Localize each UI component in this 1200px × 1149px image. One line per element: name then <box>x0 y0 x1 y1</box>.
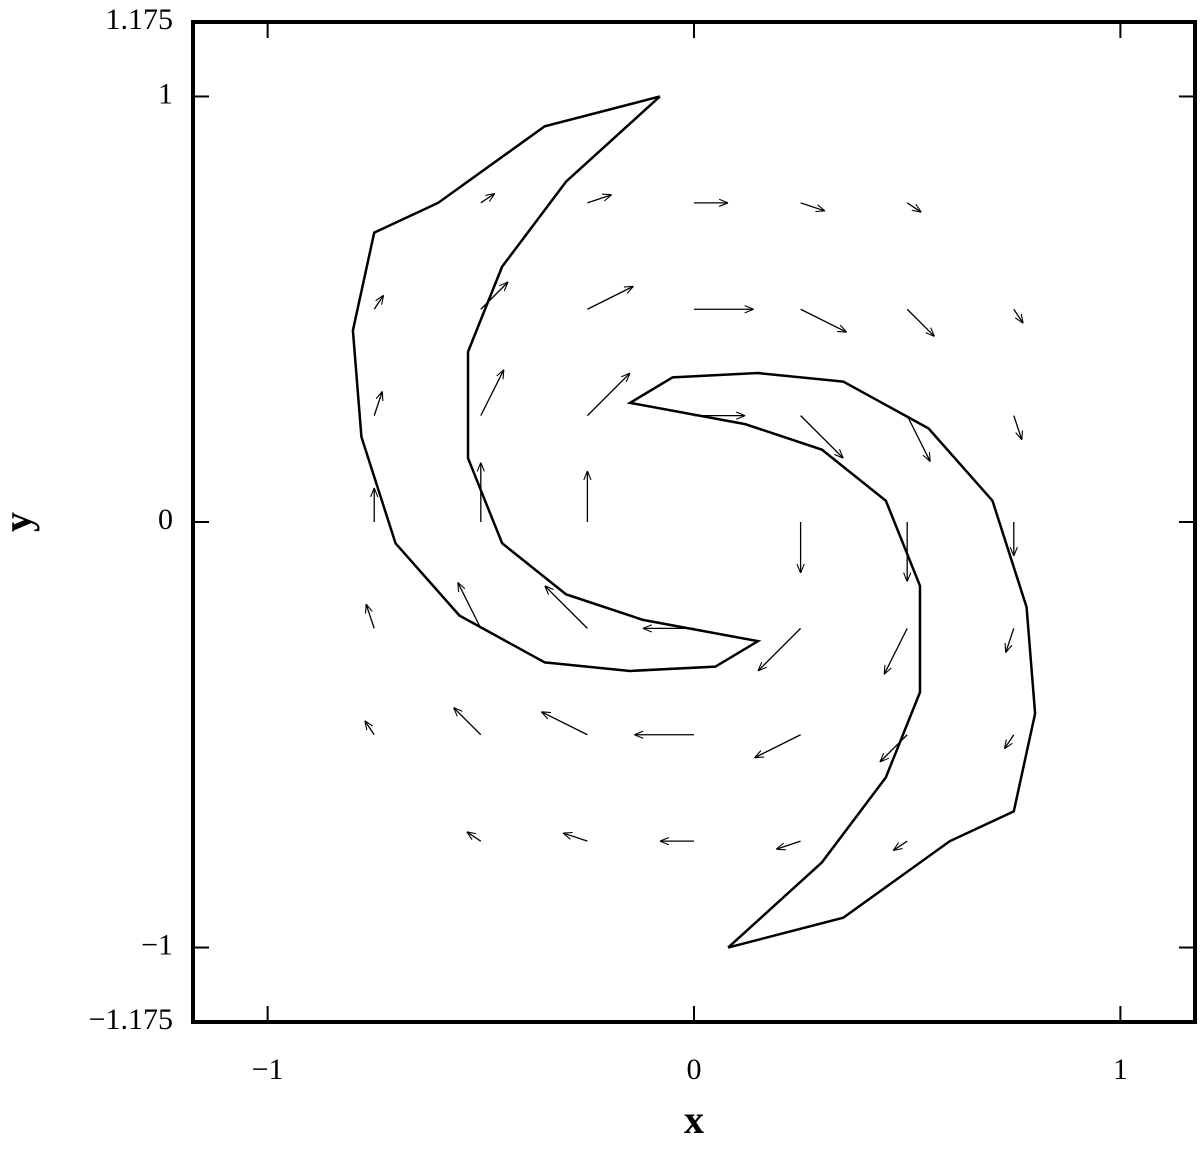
arrow <box>1013 415 1022 440</box>
arrow <box>880 734 908 762</box>
arrow <box>480 370 504 416</box>
arrow <box>563 833 588 842</box>
y-tick-label: −1 <box>141 928 173 961</box>
arrow <box>884 628 908 674</box>
y-tick-label: −1.175 <box>89 1003 173 1036</box>
arrow <box>373 295 383 310</box>
arrow <box>1006 628 1015 652</box>
x-tick-label: −1 <box>252 1053 284 1086</box>
arrow <box>800 202 825 211</box>
arrow <box>458 582 482 629</box>
arrow <box>366 604 375 629</box>
arrow <box>587 195 611 204</box>
arrow <box>1013 308 1023 323</box>
arrow <box>480 282 508 310</box>
y-tick-label: 0 <box>158 503 173 536</box>
arrow <box>373 391 382 416</box>
arrow <box>541 712 588 736</box>
arrow <box>800 308 847 332</box>
arrow <box>586 373 630 417</box>
arrow <box>454 708 482 736</box>
arrow <box>906 202 921 212</box>
arrow <box>800 415 844 459</box>
x-axis-label: x <box>684 1097 704 1142</box>
plot-frame <box>191 20 1197 1024</box>
arrow <box>758 627 802 671</box>
y-tick-label: 1 <box>158 77 173 110</box>
contour <box>626 371 1037 949</box>
arrow <box>906 415 930 462</box>
arrow <box>776 840 801 849</box>
arrow <box>467 832 482 842</box>
x-tick-label: 0 <box>687 1053 702 1086</box>
arrow <box>755 734 801 758</box>
arrow <box>893 840 908 850</box>
arrow <box>1004 734 1015 749</box>
contour <box>351 95 762 673</box>
arrow <box>906 308 934 336</box>
arrow <box>587 286 633 310</box>
arrow <box>365 721 375 736</box>
y-axis-label: y <box>0 512 40 532</box>
y-tick-label: 1.175 <box>106 3 174 36</box>
arrow <box>480 193 495 204</box>
x-tick-label: 1 <box>1113 1053 1128 1086</box>
arrow <box>545 586 588 629</box>
